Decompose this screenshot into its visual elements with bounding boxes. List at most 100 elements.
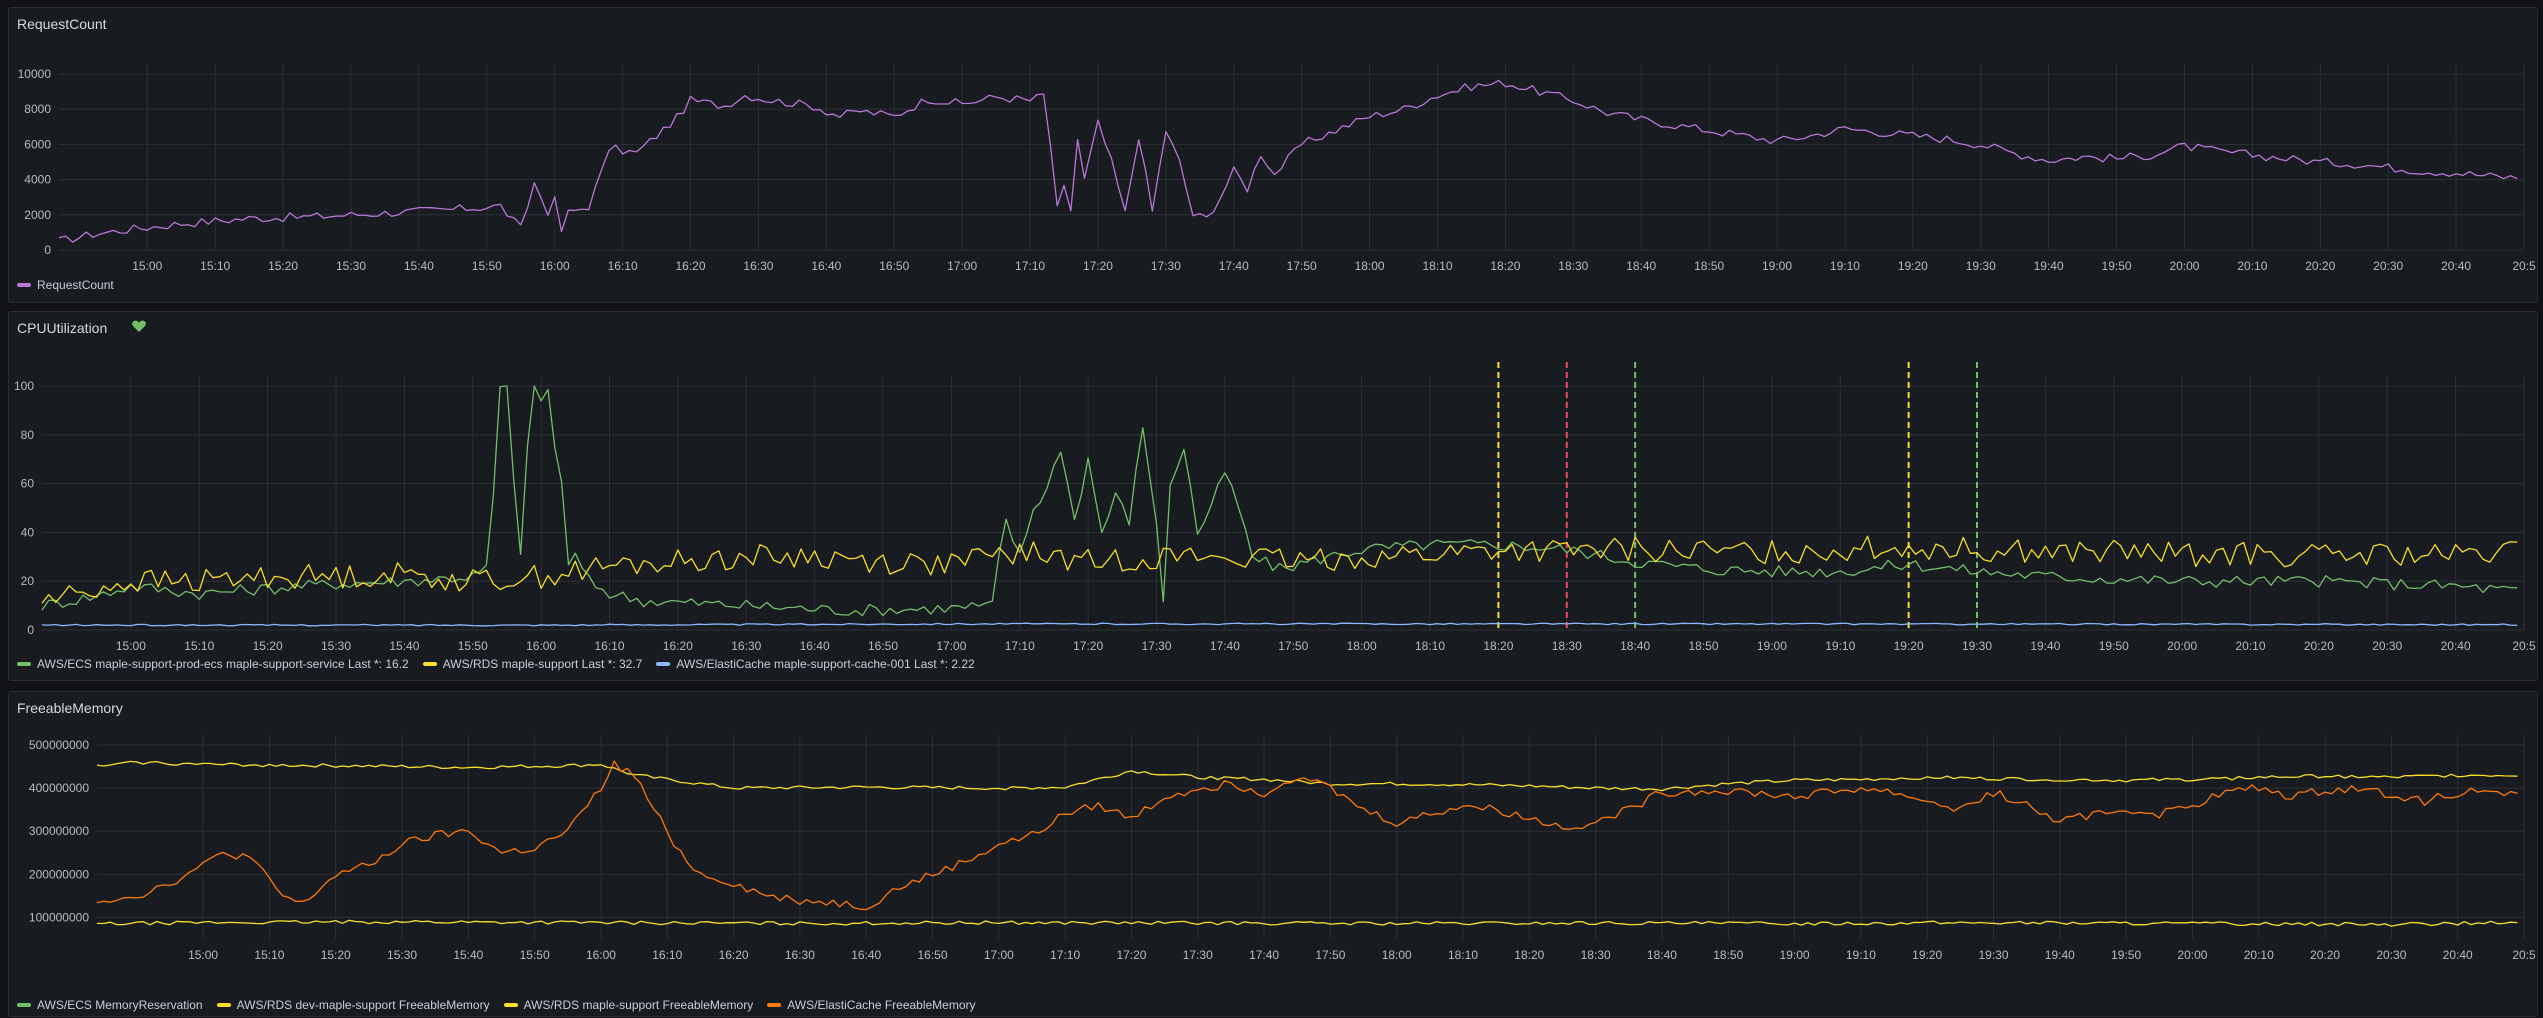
y-tick-label: 400000000 xyxy=(29,781,89,795)
y-tick-label: 100 xyxy=(14,379,34,393)
y-tick-label: 60 xyxy=(21,477,35,491)
x-tick-label: 19:50 xyxy=(2099,639,2129,653)
x-tick-label: 16:30 xyxy=(743,259,773,273)
x-tick-label: 19:50 xyxy=(2102,259,2132,273)
heart-icon[interactable] xyxy=(131,318,147,334)
y-tick-label: 80 xyxy=(21,428,35,442)
legend-swatch xyxy=(17,283,31,287)
x-tick-label: 16:30 xyxy=(731,639,761,653)
x-tick-label: 16:10 xyxy=(652,948,682,962)
requestcount-chart[interactable]: 0 2000 4000 6000 8000 10000 15:00 15:10 15:20 15:… xyxy=(9,8,2539,304)
x-tick-label: 18:20 xyxy=(1514,948,1544,962)
x-tick-label: 17:10 xyxy=(1005,639,1035,653)
x-tick-label: 20:5 xyxy=(2512,259,2536,273)
x-tick-label: 19:30 xyxy=(1966,259,1996,273)
x-tick-label: 15:10 xyxy=(200,259,230,273)
panel-title[interactable]: FreeableMemory xyxy=(17,700,123,716)
series-line[interactable] xyxy=(41,535,2518,604)
x-tick-label: 18:20 xyxy=(1483,639,1513,653)
cpuutilization-chart[interactable]: 0 20 40 60 80 100 15:00 15:10 15:20 15:30 15:40 15:… xyxy=(9,312,2539,682)
legend-label: AWS/RDS maple-support FreeableMemory xyxy=(523,998,754,1012)
x-tick-label: 16:50 xyxy=(879,259,909,273)
x-tick-label: 18:00 xyxy=(1355,259,1385,273)
x-tick-label: 20:30 xyxy=(2373,259,2403,273)
x-tick-label: 18:40 xyxy=(1626,259,1656,273)
series-line[interactable] xyxy=(96,760,2518,911)
x-tick-label: 17:10 xyxy=(1050,948,1080,962)
x-tick-label: 15:40 xyxy=(389,639,419,653)
legend-label: AWS/ECS maple-support-prod-ecs maple-sup… xyxy=(37,657,409,671)
x-tick-label: 15:50 xyxy=(472,259,502,273)
x-tick-label: 19:40 xyxy=(2034,259,2064,273)
legend-item[interactable]: AWS/ElastiCache maple-support-cache-001 … xyxy=(656,657,975,671)
x-tick-label: 17:00 xyxy=(947,259,977,273)
x-tick-label: 18:50 xyxy=(1688,639,1718,653)
cpuutilization-panel: CPUUtilization 0 20 40 60 80 100 15:00 15:10 15:… xyxy=(8,311,2538,681)
x-tick-label: 20:40 xyxy=(2441,259,2471,273)
legend-swatch xyxy=(422,662,437,666)
legend-swatch xyxy=(503,1003,518,1007)
x-tick-label: 17:50 xyxy=(1287,259,1317,273)
legend-item[interactable]: AWS/RDS maple-support FreeableMemory xyxy=(503,998,754,1012)
freeablememory-panel: FreeableMemory 100000000 200000000 3000000… xyxy=(8,691,2538,1017)
x-tick-label: 19:00 xyxy=(1762,259,1792,273)
x-tick-label: 15:40 xyxy=(453,948,483,962)
y-tick-label: 10000 xyxy=(18,67,52,81)
x-tick-label: 15:30 xyxy=(321,639,351,653)
x-tick-label: 16:50 xyxy=(918,948,948,962)
x-tick-label: 17:50 xyxy=(1315,948,1345,962)
legend-item[interactable]: AWS/RDS dev-maple-support FreeableMemory xyxy=(216,998,490,1012)
x-tick-label: 20:10 xyxy=(2235,639,2265,653)
y-tick-label: 500000000 xyxy=(29,738,89,752)
x-tick-label: 20:5 xyxy=(2512,639,2536,653)
x-tick-label: 17:30 xyxy=(1141,639,1171,653)
legend-swatch xyxy=(767,1003,782,1007)
series-line[interactable] xyxy=(41,622,2518,627)
panel-title[interactable]: CPUUtilization xyxy=(17,320,108,336)
y-tick-label: 4000 xyxy=(24,173,51,187)
x-tick-label: 19:00 xyxy=(1757,639,1787,653)
x-tick-label: 15:00 xyxy=(132,259,162,273)
legend-swatch xyxy=(17,662,31,666)
x-tick-label: 15:00 xyxy=(188,948,218,962)
x-tick-label: 15:20 xyxy=(253,639,283,653)
legend-item[interactable]: AWS/RDS maple-support Last *: 32.7 xyxy=(422,657,642,671)
x-tick-label: 20:00 xyxy=(2167,639,2197,653)
y-tick-label: 6000 xyxy=(24,137,51,151)
legend-item[interactable]: AWS/ECS maple-support-prod-ecs maple-sup… xyxy=(17,657,409,671)
x-tick-label: 19:50 xyxy=(2111,948,2141,962)
y-tick-label: 100000000 xyxy=(29,910,89,924)
legend-item[interactable]: AWS/ElastiCache FreeableMemory xyxy=(767,998,976,1012)
y-tick-label: 200000000 xyxy=(29,867,89,881)
x-tick-label: 20:40 xyxy=(2443,948,2473,962)
x-tick-label: 20:00 xyxy=(2169,259,2199,273)
panel-title[interactable]: RequestCount xyxy=(17,16,107,32)
x-tick-label: 18:50 xyxy=(1713,948,1743,962)
freeablememory-chart[interactable]: 100000000 200000000 300000000 400000000 5000… xyxy=(9,692,2539,1018)
chart-legend: AWS/ECS maple-support-prod-ecs maple-sup… xyxy=(17,657,975,671)
x-tick-label: 15:10 xyxy=(184,639,214,653)
legend-item[interactable]: RequestCount xyxy=(17,278,114,292)
x-tick-label: 19:10 xyxy=(1825,639,1855,653)
x-tick-label: 18:50 xyxy=(1694,259,1724,273)
x-tick-label: 19:20 xyxy=(1894,639,1924,653)
x-tick-label: 16:00 xyxy=(526,639,556,653)
x-tick-label: 15:50 xyxy=(520,948,550,962)
x-tick-label: 16:30 xyxy=(785,948,815,962)
x-tick-label: 19:20 xyxy=(1898,259,1928,273)
y-tick-label: 40 xyxy=(21,525,35,539)
legend-item[interactable]: AWS/ECS MemoryReservation xyxy=(17,998,203,1012)
legend-label: AWS/ECS MemoryReservation xyxy=(37,998,203,1012)
x-tick-label: 20:10 xyxy=(2244,948,2274,962)
x-tick-label: 17:50 xyxy=(1278,639,1308,653)
x-tick-label: 18:30 xyxy=(1558,259,1588,273)
series-line[interactable] xyxy=(96,919,2518,927)
series-line[interactable] xyxy=(58,79,2518,243)
y-tick-label: 0 xyxy=(44,243,51,257)
x-tick-label: 15:50 xyxy=(458,639,488,653)
series-line[interactable] xyxy=(96,760,2518,792)
y-tick-label: 20 xyxy=(21,574,35,588)
y-tick-label: 0 xyxy=(27,623,34,637)
x-tick-label: 16:10 xyxy=(594,639,624,653)
x-tick-label: 17:20 xyxy=(1073,639,1103,653)
